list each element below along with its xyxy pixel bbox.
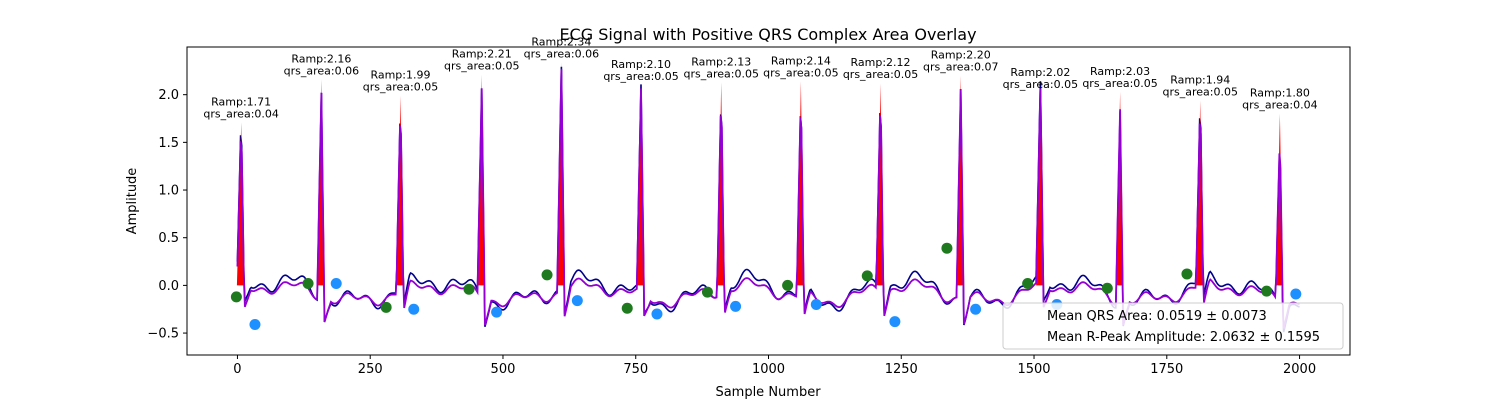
x-axis-label: Sample Number xyxy=(715,385,821,400)
ramp-label-14: Ramp:1.80 xyxy=(1250,87,1310,100)
onset-marker-7 xyxy=(701,286,713,298)
onset-marker-14 xyxy=(1261,285,1273,297)
onset-marker-3 xyxy=(380,301,392,313)
ramp-label-6: Ramp:2.10 xyxy=(611,58,671,71)
qrs-area-label-14: qrs_area:0.04 xyxy=(1242,99,1317,112)
ecg-raw-line xyxy=(236,66,1300,333)
onset-marker-12 xyxy=(1101,282,1113,294)
offset-marker-8 xyxy=(810,298,822,310)
qrs-area-label-3: qrs_area:0.05 xyxy=(363,81,438,94)
offset-marker-6 xyxy=(651,308,663,320)
onset-marker-2 xyxy=(302,277,314,289)
onset-marker-13 xyxy=(1181,268,1193,280)
onset-marker-5 xyxy=(541,269,553,281)
qrs-area-label-2: qrs_area:0.06 xyxy=(284,64,359,77)
legend-entry-mean-r-peak-amplitude: Mean R-Peak Amplitude: 2.0632 ± 0.1595 xyxy=(1047,330,1320,345)
offset-marker-1 xyxy=(249,318,261,330)
ramp-label-1: Ramp:1.71 xyxy=(211,95,271,108)
ramp-label-3: Ramp:1.99 xyxy=(370,69,430,82)
onset-marker-6 xyxy=(621,302,633,314)
qrs-overlay-line xyxy=(236,69,1300,329)
y-tick-label: 1.0 xyxy=(158,184,179,199)
ramp-label-9: Ramp:2.12 xyxy=(851,56,911,69)
y-tick-label: 1.5 xyxy=(158,136,179,151)
x-axis: 0 250 500 750 1000 1250 1500 1750 2000 xyxy=(233,355,1316,377)
qrs-area-label-6: qrs_area:0.05 xyxy=(603,70,678,83)
x-tick-label: 1750 xyxy=(1150,362,1183,377)
qrs-area-label-11: qrs_area:0.05 xyxy=(1003,78,1078,91)
qrs-area-label-12: qrs_area:0.05 xyxy=(1082,77,1157,90)
x-tick-label: 1500 xyxy=(1017,362,1050,377)
offset-marker-2 xyxy=(330,277,342,289)
x-tick-label: 500 xyxy=(491,362,516,377)
ramp-label-12: Ramp:2.03 xyxy=(1090,65,1150,78)
onset-marker-11 xyxy=(1022,277,1034,289)
qrs-area-label-13: qrs_area:0.05 xyxy=(1163,85,1238,98)
offset-marker-12 xyxy=(1290,288,1302,300)
y-tick-label: 0.5 xyxy=(158,231,179,246)
ramp-label-10: Ramp:2.20 xyxy=(931,49,991,62)
legend: Mean QRS Area: 0.0519 ± 0.0073 Mean R-Pe… xyxy=(1002,302,1344,350)
offset-marker-5 xyxy=(571,295,583,307)
onset-marker-10 xyxy=(941,242,953,254)
qrs-area-label-10: qrs_area:0.07 xyxy=(923,61,998,74)
qrs-area-label-9: qrs_area:0.05 xyxy=(843,68,918,81)
qrs-area-label-5: qrs_area:0.06 xyxy=(524,47,599,60)
offset-marker-4 xyxy=(491,306,503,318)
legend-entry-mean-qrs-area: Mean QRS Area: 0.0519 ± 0.0073 xyxy=(1047,309,1267,324)
y-tick-label: −0.5 xyxy=(147,327,179,342)
ramp-label-11: Ramp:2.02 xyxy=(1010,66,1070,79)
onset-marker-9 xyxy=(861,270,873,282)
ramp-label-4: Ramp:2.21 xyxy=(452,48,512,61)
x-tick-label: 250 xyxy=(358,362,383,377)
y-tick-label: 0.0 xyxy=(158,279,179,294)
onset-marker-1 xyxy=(230,291,242,303)
x-tick-label: 1000 xyxy=(752,362,785,377)
y-axis: −0.5 0.0 0.5 1.0 1.5 2.0 xyxy=(147,88,187,342)
x-tick-label: 0 xyxy=(233,362,241,377)
ramp-label-2: Ramp:2.16 xyxy=(291,52,351,65)
qrs-area-label-1: qrs_area:0.04 xyxy=(203,107,278,120)
offset-marker-10 xyxy=(970,303,982,315)
qrs-area-label-8: qrs_area:0.05 xyxy=(763,66,838,79)
onset-marker-8 xyxy=(782,279,794,291)
chart-title: ECG Signal with Positive QRS Complex Are… xyxy=(559,25,976,44)
ramp-label-13: Ramp:1.94 xyxy=(1170,73,1230,86)
y-tick-label: 2.0 xyxy=(158,88,179,103)
offset-marker-9 xyxy=(889,316,901,328)
x-tick-label: 1250 xyxy=(885,362,918,377)
ramp-label-8: Ramp:2.14 xyxy=(771,54,831,67)
plot-area: Ramp:1.71qrs_area:0.04Ramp:2.16qrs_area:… xyxy=(203,35,1318,333)
x-tick-label: 2000 xyxy=(1283,362,1316,377)
x-tick-label: 750 xyxy=(623,362,648,377)
qrs-area-label-4: qrs_area:0.05 xyxy=(444,60,519,73)
offset-marker-7 xyxy=(730,300,742,312)
legend-box xyxy=(1002,302,1344,350)
onset-marker-4 xyxy=(463,283,475,295)
ramp-label-7: Ramp:2.13 xyxy=(691,55,751,68)
ramp-label-5: Ramp:2.34 xyxy=(531,35,591,48)
offset-marker-3 xyxy=(408,303,420,315)
qrs-area-label-7: qrs_area:0.05 xyxy=(684,67,759,80)
y-axis-label: Amplitude xyxy=(125,168,140,235)
